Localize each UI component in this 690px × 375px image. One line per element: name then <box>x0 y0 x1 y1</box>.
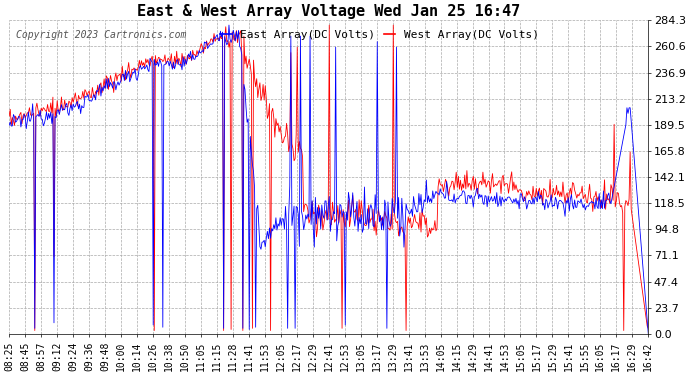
Text: Copyright 2023 Cartronics.com: Copyright 2023 Cartronics.com <box>16 30 186 40</box>
Legend: East Array(DC Volts), West Array(DC Volts): East Array(DC Volts), West Array(DC Volt… <box>216 26 544 45</box>
Title: East & West Array Voltage Wed Jan 25 16:47: East & West Array Voltage Wed Jan 25 16:… <box>137 4 520 19</box>
